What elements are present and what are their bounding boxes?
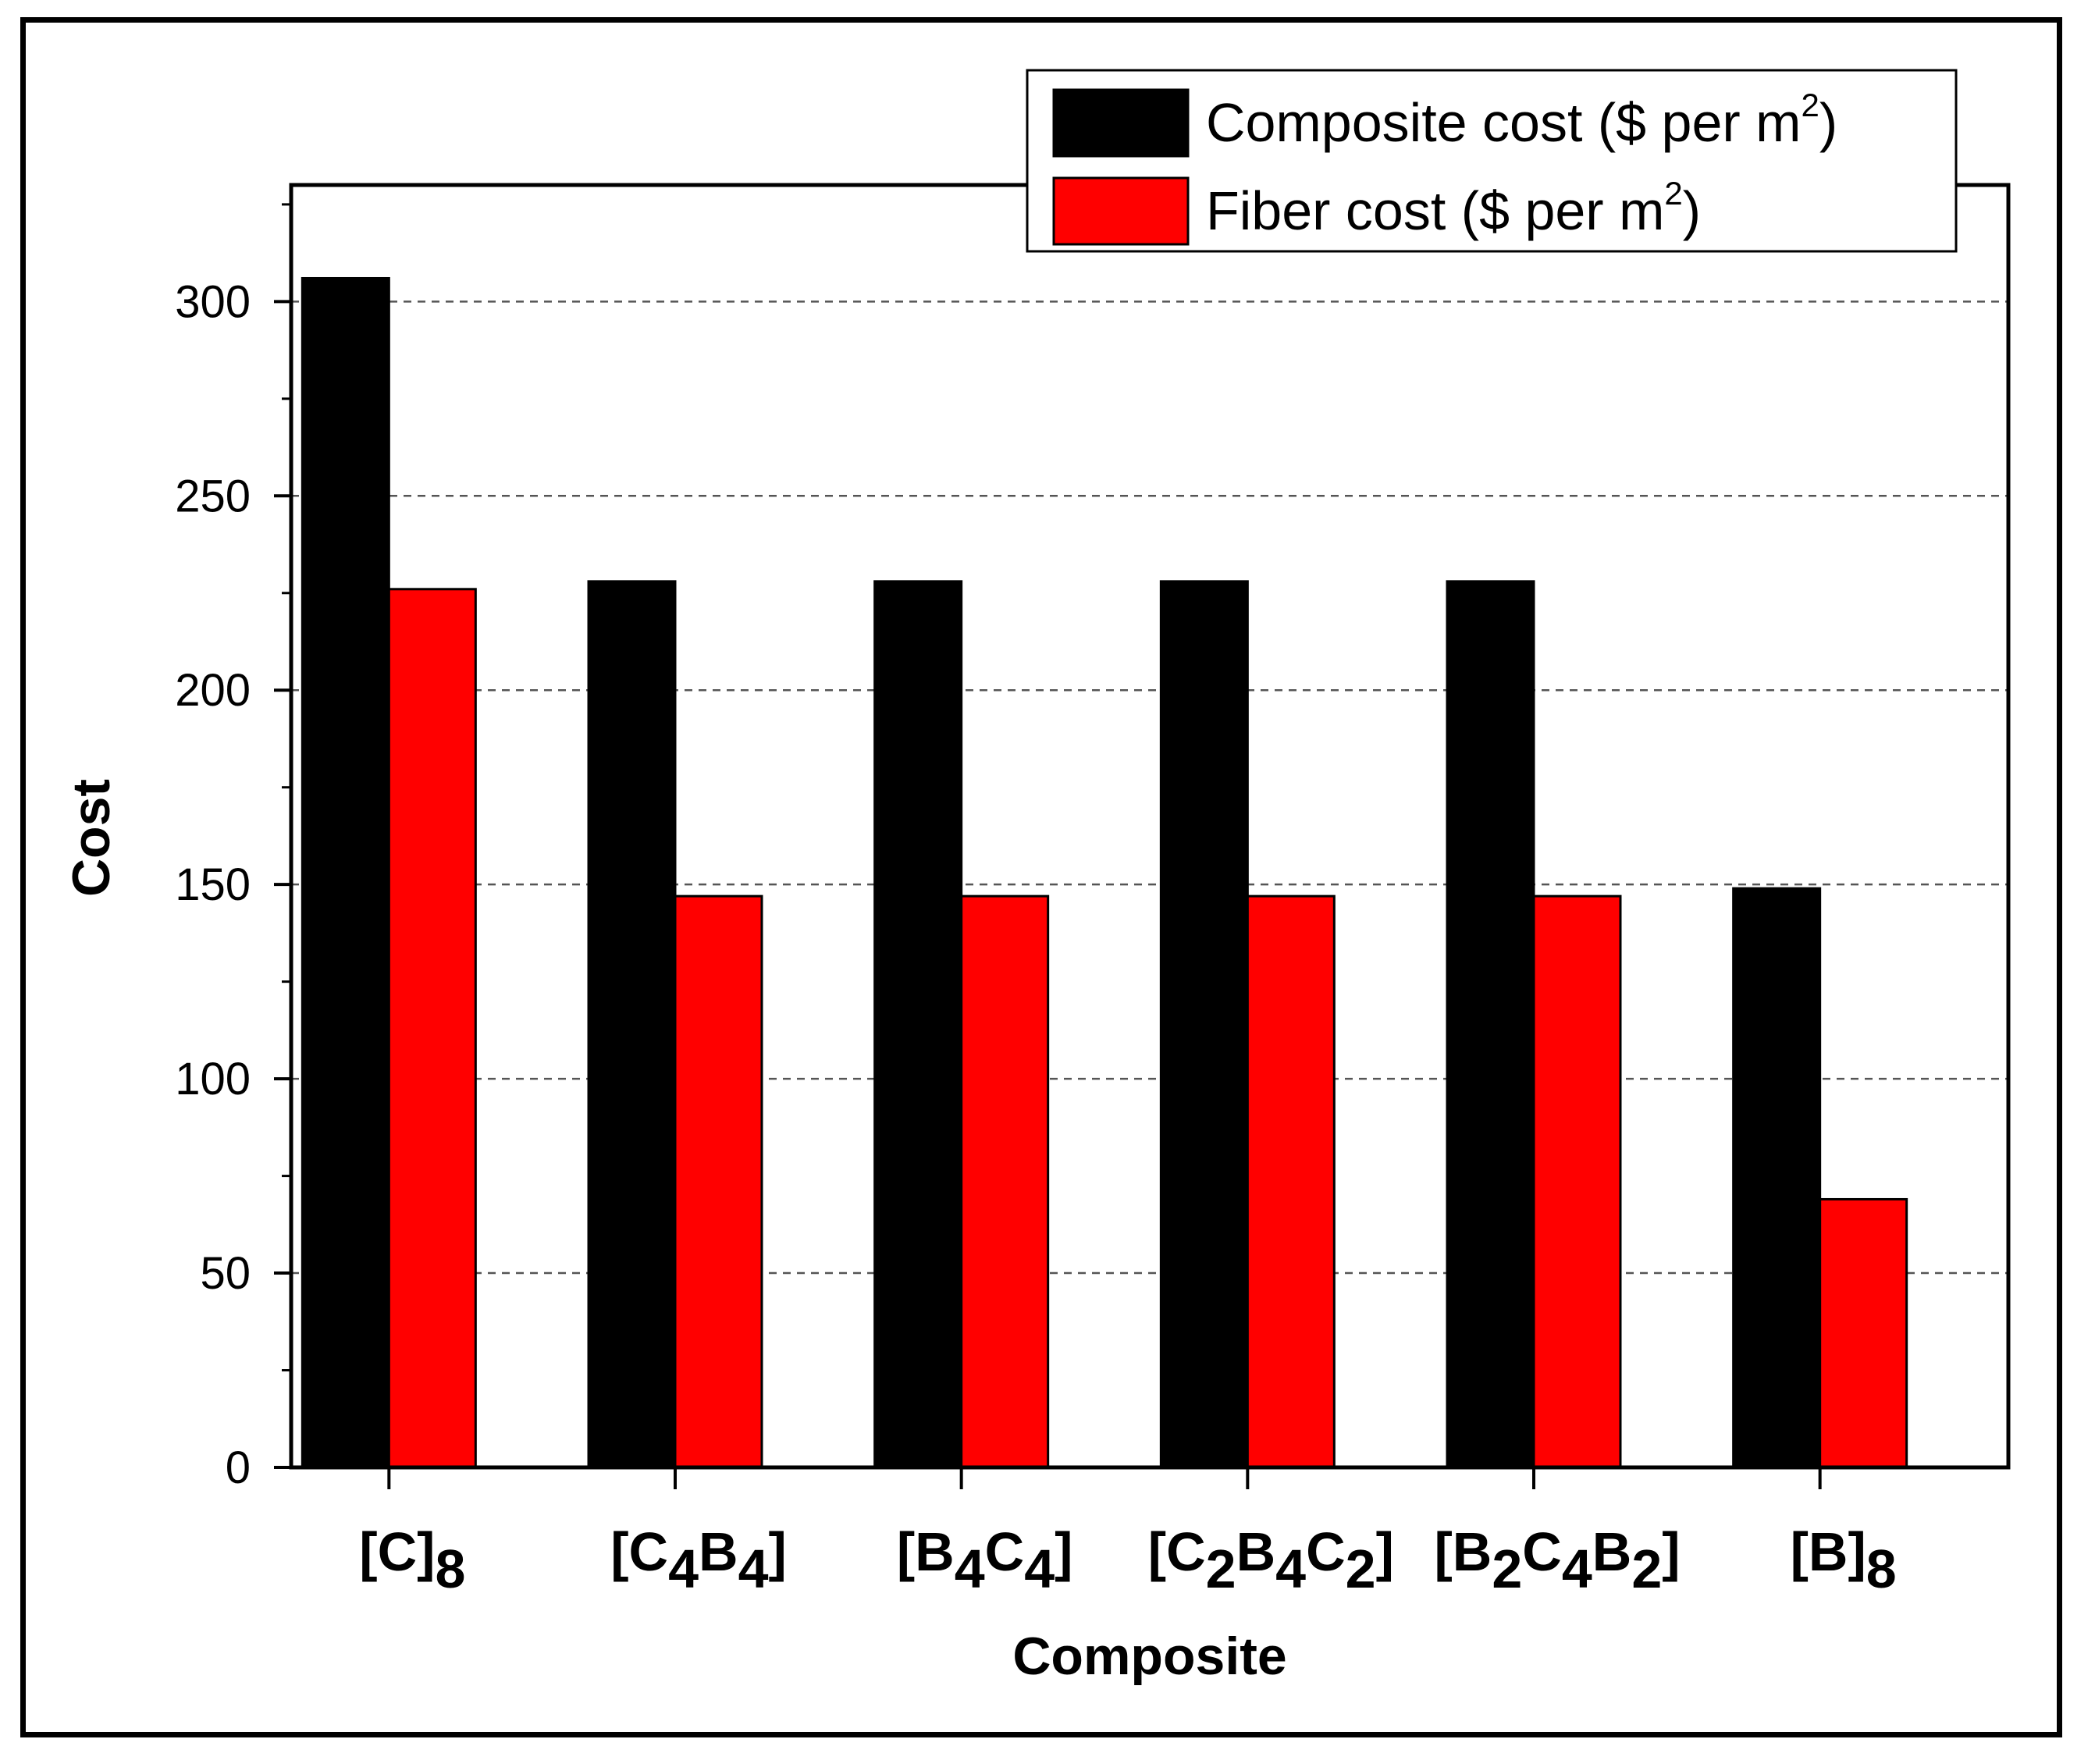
x-category-label: [B]8 — [1791, 1521, 1897, 1599]
x-axis-ticks: [C]8 [C4B4] [B4C4] [C2B4C2] [B2C4B2] [B]8 — [359, 1467, 1897, 1599]
composite-cost-bar — [1159, 580, 1249, 1469]
y-tick-label: 100 — [175, 1054, 251, 1104]
fiber-cost-bar — [387, 588, 477, 1469]
composite-cost-bar — [873, 580, 963, 1469]
x-category-label: [B2C4B2] — [1434, 1521, 1680, 1599]
legend-label-composite: Composite cost ($ per m2) — [1206, 87, 1837, 153]
composite-cost-bar — [301, 276, 390, 1469]
y-tick-label: 250 — [175, 471, 251, 521]
y-axis-ticks: 0 50 100 150 200 250 300 — [175, 203, 291, 1493]
gridlines — [291, 301, 2008, 1275]
y-tick-label: 300 — [175, 276, 251, 327]
fiber-cost-bar — [1819, 1197, 1908, 1469]
figure-border — [20, 17, 2062, 1737]
y-tick-label: 150 — [175, 859, 251, 910]
fiber-cost-bar — [1532, 894, 1622, 1469]
fiber-cost-bar — [674, 894, 763, 1469]
fiber-cost-bar — [960, 894, 1050, 1469]
x-category-label: [C2B4C2] — [1148, 1521, 1394, 1599]
composite-cost-bar — [1732, 887, 1822, 1469]
y-tick-label: 200 — [175, 665, 251, 716]
composite-cost-bar — [587, 580, 677, 1469]
x-axis-title: Composite — [1012, 1627, 1286, 1686]
legend-label-fiber: Fiber cost ($ per m2) — [1206, 175, 1701, 241]
bars — [301, 276, 1908, 1469]
y-axis-title: Cost — [62, 779, 121, 897]
x-category-label: [C4B4] — [610, 1521, 787, 1599]
legend: Composite cost ($ per m2) Fiber cost ($ p… — [1026, 69, 1958, 253]
x-category-label: [B4C4] — [897, 1521, 1073, 1599]
legend-swatch-fiber — [1052, 176, 1190, 246]
y-tick-label: 0 — [226, 1442, 251, 1493]
y-tick-label: 50 — [200, 1248, 251, 1299]
legend-swatch-composite — [1052, 88, 1190, 158]
composite-cost-bar — [1446, 580, 1535, 1469]
fiber-cost-bar — [1246, 894, 1336, 1469]
x-category-label: [C]8 — [359, 1521, 465, 1599]
